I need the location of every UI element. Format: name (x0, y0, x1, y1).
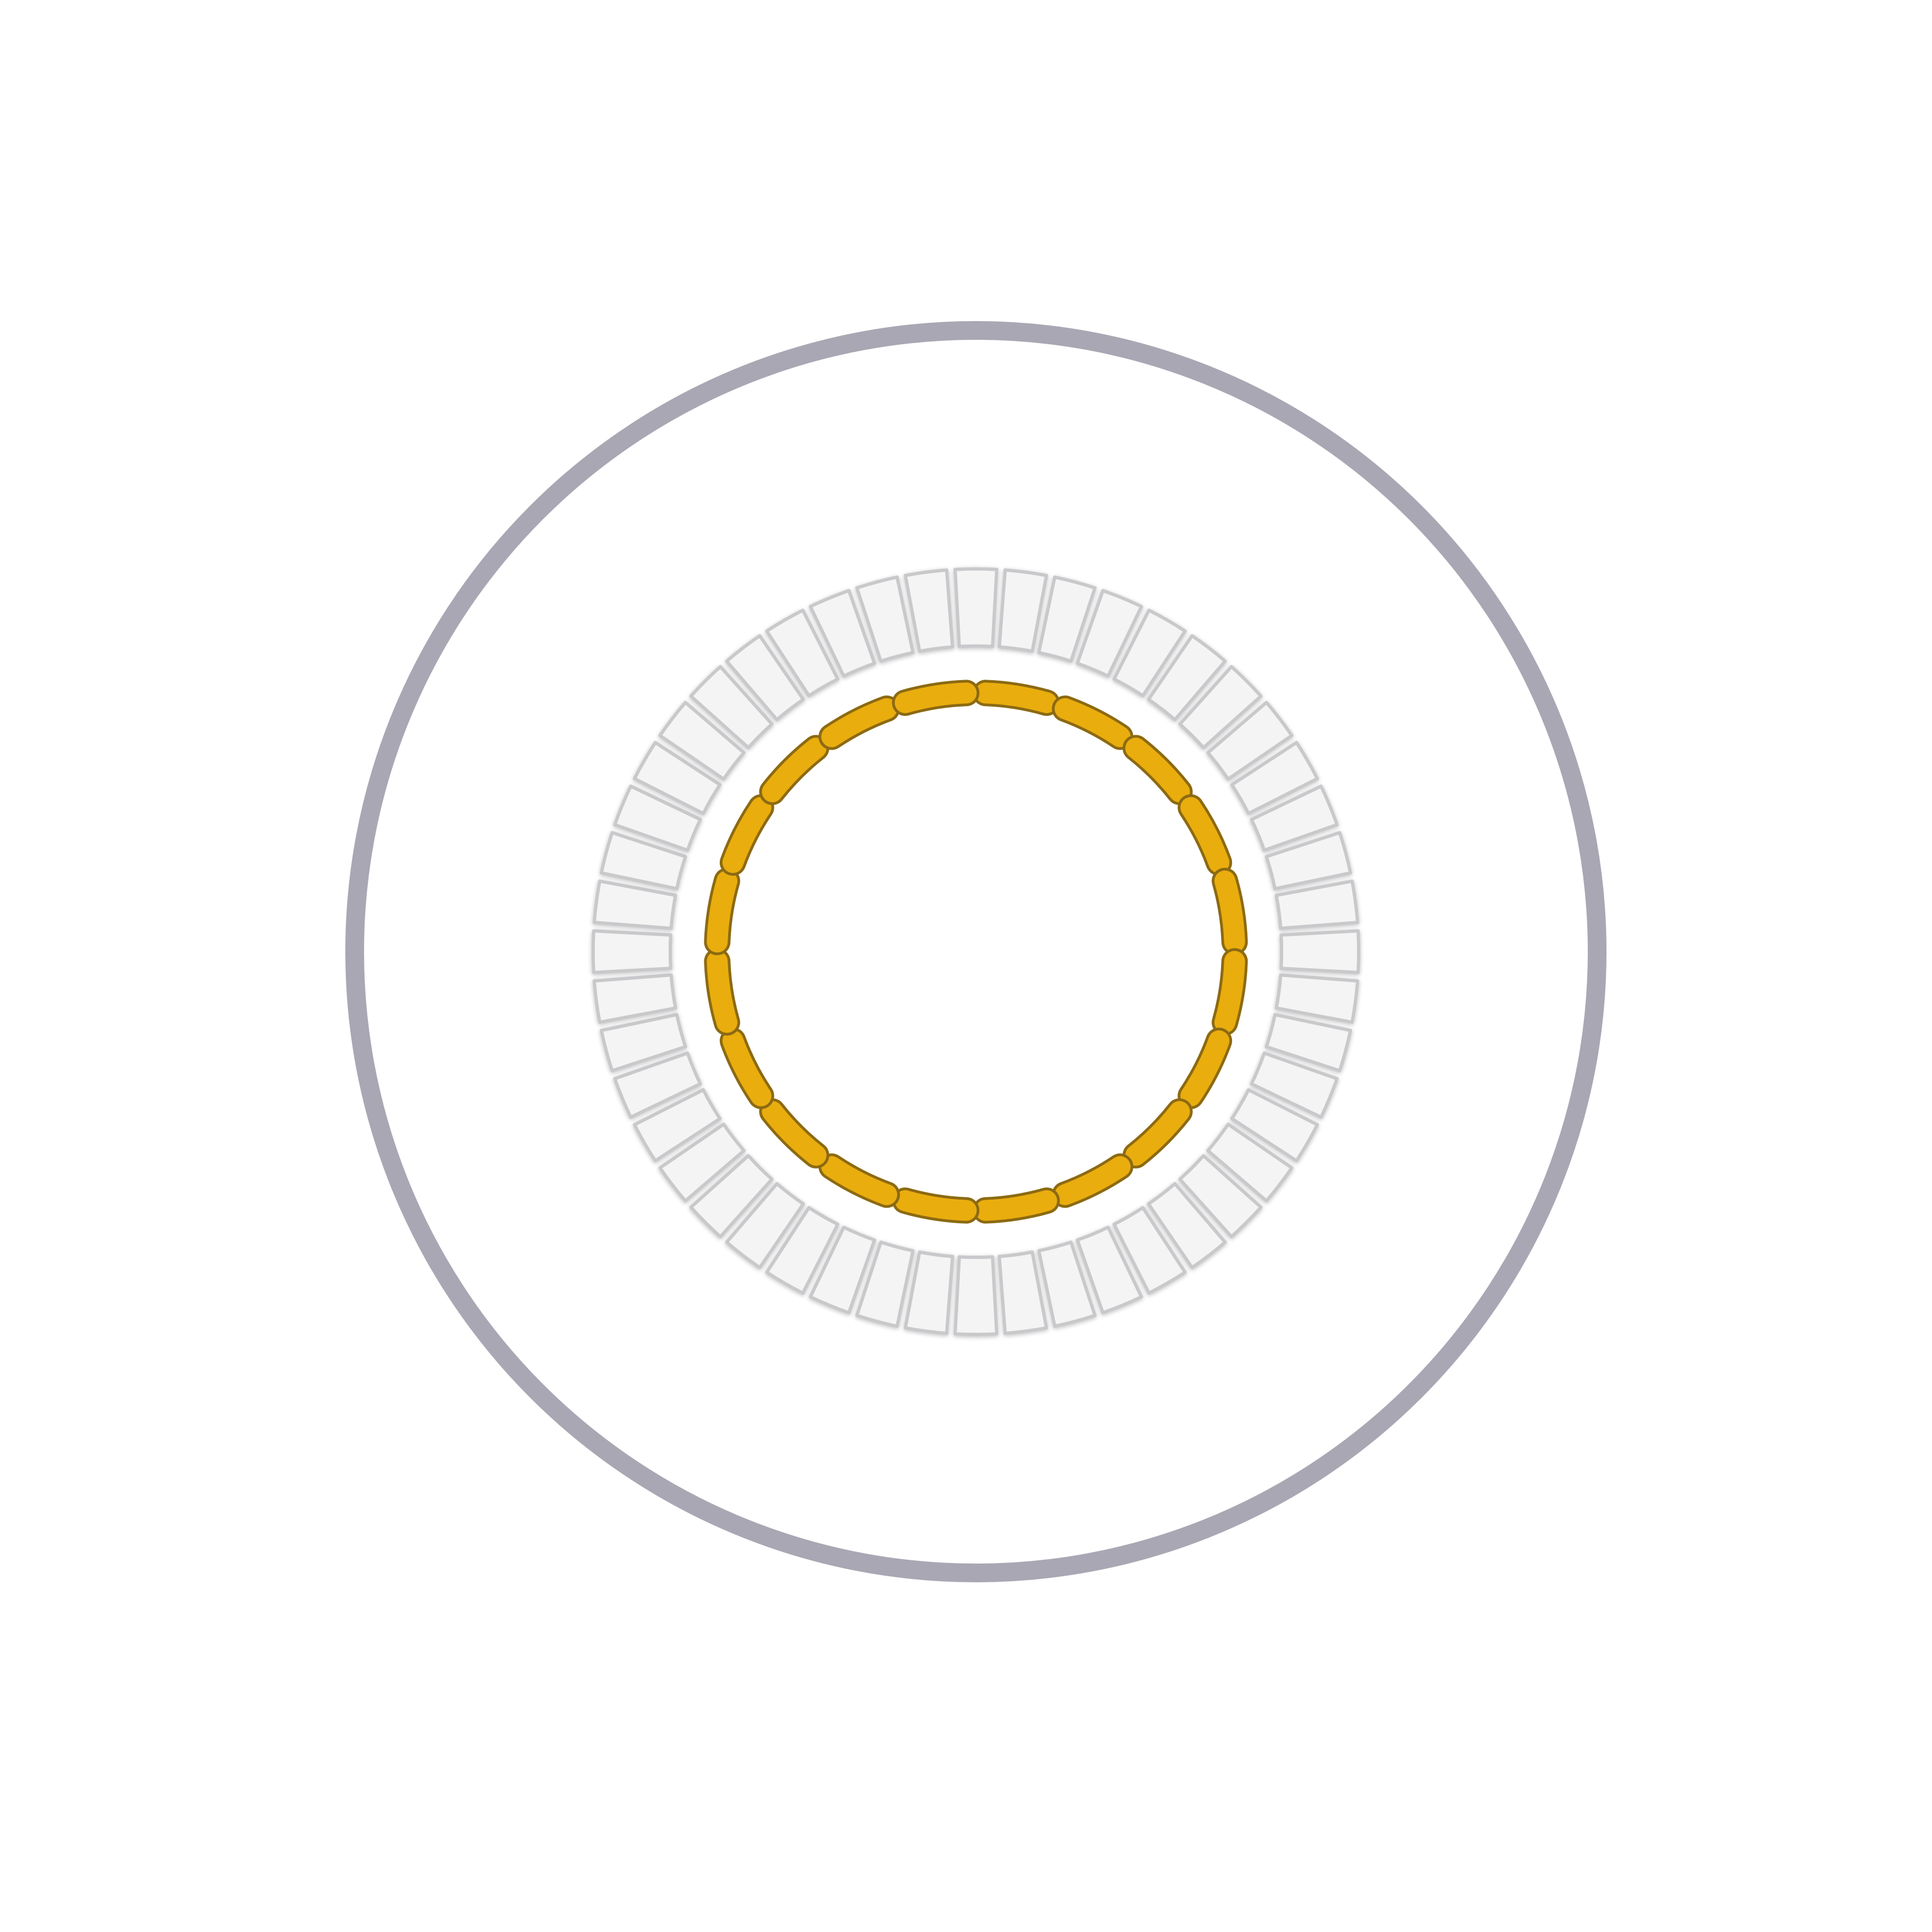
gray-segment (599, 1013, 687, 1073)
gray-segment (1076, 1225, 1143, 1315)
gray-segment (765, 1206, 840, 1295)
gray-segment (613, 1051, 702, 1119)
gray-segment (765, 609, 840, 698)
gold-segment (975, 1190, 1057, 1221)
gold-segment (1125, 737, 1190, 802)
gray-segment (997, 568, 1049, 653)
gray-segment (855, 575, 915, 663)
gray-segment (903, 1250, 954, 1335)
gold-segment (722, 1030, 772, 1106)
gray-segment (903, 568, 954, 653)
gray-segment (593, 879, 677, 930)
gray-segment (689, 665, 774, 750)
gray-segment (953, 567, 998, 648)
gold-segment (1054, 1156, 1131, 1206)
gray-segment (1147, 1182, 1227, 1269)
gold-segment (1180, 1030, 1230, 1106)
gray-segment (658, 701, 746, 781)
gray-segment (1178, 665, 1263, 750)
gray-segment (1230, 1088, 1319, 1163)
gray-segment (613, 784, 702, 852)
gray-segment (689, 1154, 774, 1239)
gold-segment (1214, 870, 1245, 953)
gold-segment (1125, 1101, 1190, 1166)
gray-segment (855, 1240, 915, 1328)
gold-segment-ring (704, 680, 1248, 1224)
gold-segment (722, 797, 772, 873)
gray-segment (1206, 701, 1294, 781)
gray-segment (1037, 1240, 1097, 1328)
gold-segment (1214, 951, 1245, 1033)
gray-segment (808, 589, 876, 678)
gray-segment (725, 634, 805, 721)
gray-segment (633, 741, 722, 816)
gold-segment (894, 1190, 977, 1221)
gray-segment (1206, 1122, 1294, 1203)
gold-segment (894, 682, 977, 713)
gray-segment (658, 1122, 746, 1203)
gray-segment (1265, 831, 1353, 891)
gold-segment (762, 737, 827, 802)
gray-segment (1037, 575, 1097, 663)
gray-segment (593, 973, 677, 1024)
gray-segment (1265, 1013, 1353, 1073)
gold-segment (707, 951, 737, 1033)
gold-segment (707, 870, 737, 953)
gray-segment (725, 1182, 805, 1269)
gray-segment (591, 929, 672, 974)
gray-segment (599, 831, 687, 891)
gray-segment (1274, 879, 1359, 930)
gray-segment (1274, 973, 1359, 1024)
gray-segment (1112, 609, 1187, 698)
gold-segment (1180, 797, 1230, 873)
gray-segment (997, 1250, 1049, 1335)
gray-segment (1112, 1206, 1187, 1295)
gray-segment (1250, 784, 1339, 852)
gray-segment-ring (591, 567, 1361, 1337)
gold-segment (762, 1101, 827, 1166)
gray-segment (1230, 741, 1319, 816)
gray-segment (808, 1225, 876, 1315)
gold-segment (821, 1156, 898, 1206)
gold-segment (1054, 698, 1131, 747)
gray-segment (953, 1255, 998, 1337)
outer-ring (345, 321, 1607, 1582)
gray-segment (1178, 1154, 1263, 1239)
gray-segment (1250, 1051, 1339, 1119)
gray-segment (633, 1088, 722, 1163)
gray-segment (1279, 929, 1361, 974)
gray-segment (1076, 589, 1143, 678)
gold-segment (975, 682, 1057, 713)
gray-segment (1147, 634, 1227, 721)
gold-segment (821, 698, 898, 747)
